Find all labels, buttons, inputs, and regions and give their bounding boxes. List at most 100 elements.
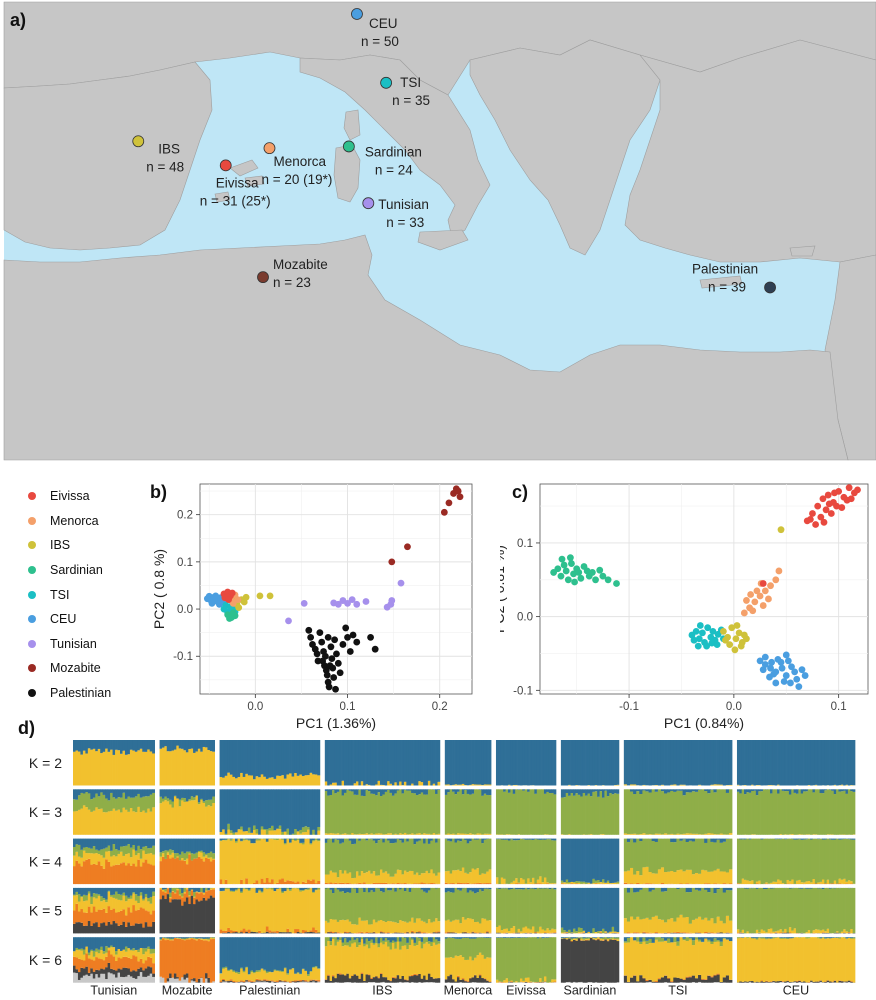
admix-bar-palestinian [260,892,264,933]
admix-bar-tunisian [144,937,148,949]
admix-bar-menorca [459,887,463,891]
admix-bar-palestinian [227,971,231,981]
admix-bar-tsi [654,784,659,786]
admix-bar-eivissa [498,740,502,786]
admix-bar-palestinian [271,740,274,778]
admix-bar-tsi [673,791,677,835]
admix-bar-tsi [704,883,708,885]
admix-bar-tunisian [129,895,133,899]
admix-bar-ibs [394,937,398,942]
admix-bar-palestinian [253,740,256,780]
admix-bar-ibs [432,873,436,884]
admix-bar-eivissa [500,981,504,983]
admix-bar-sardinian [592,887,596,929]
admix-bar-palestinian [309,843,313,845]
admix-bar-palestinian [317,887,321,890]
admix-bar-ceu [826,928,830,933]
admix-bar-tunisian [139,892,143,896]
admix-bar-tunisian [142,954,146,964]
admix-bar-ibs [391,789,395,796]
admix-bar-menorca [461,937,465,938]
admix-bar-ibs [379,931,383,933]
admix-bar-tsi [645,917,649,933]
admix-bar-ceu [777,838,780,880]
admix-bar-ibs [334,872,338,883]
admix-bar-mozabite [207,857,211,859]
admix-bar-tunisian [110,850,113,857]
admix-bar-tsi [698,784,702,786]
admix-bar-ceu [779,833,783,835]
admix-bar-palestinian [291,881,295,885]
admix-bar-ibs [432,783,436,786]
admix-bar-ibs [435,842,438,876]
admix-bar-tsi [707,740,711,786]
admix-bar-tunisian [100,896,104,902]
admix-bar-tunisian [115,937,118,952]
admix-bar-sardinian [585,740,588,786]
admix-bar-tunisian [107,861,111,885]
admix-bar-mozabite [205,890,208,892]
admix-bar-ibs [394,873,398,884]
admix-bar-palestinian [253,932,256,934]
admix-bar-ceu [779,932,783,934]
admix-bar-eivissa [517,838,521,841]
admix-bar-mozabite [173,789,177,796]
admix-bar-ceu [770,740,773,785]
admix-bar-tunisian [87,748,91,786]
admix-bar-mozabite [171,857,175,885]
admix-bar-mozabite [164,889,168,892]
admix-bar-palestinian [224,740,228,776]
admix-bar-ceu [748,838,752,840]
admix-bar-tsi [664,740,668,786]
admix-bar-sardinian [599,931,603,933]
admix-bar-palestinian [219,973,223,981]
admix-bar-sardinian [585,939,588,941]
admix-bar-ibs [430,838,434,841]
admix-bar-sardinian [582,740,586,786]
admix-bar-sardinian [570,838,574,882]
admix-bar-palestinian [234,887,238,890]
admix-bar-eivissa [551,888,554,929]
admix-bar-ibs [365,974,369,983]
admix-bar-palestinian [234,971,238,973]
admix-bar-tsi [657,838,662,870]
admix-bar-menorca [481,937,485,955]
admix-bar-tunisian [95,974,99,983]
admix-bar-tunisian [80,740,84,755]
admix-bar-tunisian [152,891,155,897]
admix-bar-tunisian [80,896,84,898]
admix-bar-sardinian [616,789,620,794]
admix-bar-ibs [367,791,371,835]
admix-bar-mozabite [190,890,194,896]
admix-bar-palestinian [301,980,305,982]
admix-bar-ceu [786,838,790,880]
admix-bar-tunisian [73,895,76,911]
point-tsi [695,635,703,643]
map-count-mozabite: n = 23 [273,275,311,290]
admix-bar-eivissa [519,978,523,982]
admix-bar-ibs [420,782,424,786]
admix-bar-menorca [464,872,468,884]
admix-bar-eivissa [553,981,557,983]
admix-bar-ibs [435,978,438,983]
admix-bar-eivissa [551,740,554,786]
point-palestinian [325,683,333,691]
admix-bar-ceu [770,888,773,929]
admix-bar-tunisian [149,887,153,897]
admix-bar-tunisian [132,789,136,798]
admix-bar-sardinian [570,941,574,983]
admix-bar-tunisian [110,968,113,974]
admix-bar-menorca [478,838,482,875]
admix-bar-ibs [384,882,388,885]
admix-bar-tunisian [142,796,146,811]
admix-bar-ceu [810,838,813,840]
admix-bar-menorca [488,795,492,834]
point-palestinian [305,626,313,634]
admix-bar-palestinian [219,929,223,934]
admix-bar-sardinian [616,932,620,933]
admix-bar-ibs [324,781,328,786]
admix-bar-palestinian [234,842,238,885]
admix-bar-eivissa [517,889,521,929]
admix-bar-tsi [698,838,702,874]
point-ceu [784,657,792,665]
